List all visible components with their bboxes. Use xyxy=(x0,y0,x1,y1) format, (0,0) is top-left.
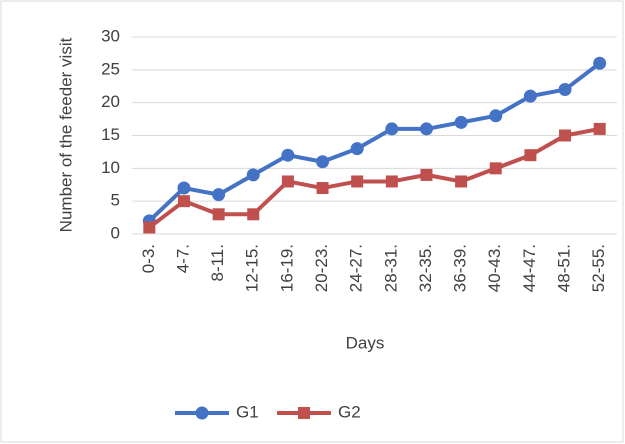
y-tick-label: 20 xyxy=(101,92,120,111)
x-tick-label: 12-15. xyxy=(243,244,262,292)
data-point xyxy=(420,168,433,181)
x-axis-label: Days xyxy=(346,333,385,352)
x-tick-label: 8-11. xyxy=(208,244,227,282)
x-tick-label: 52-55. xyxy=(589,244,608,292)
y-tick-label: 15 xyxy=(101,125,120,144)
x-tick-label: 36-39. xyxy=(451,244,470,292)
data-point xyxy=(454,115,468,129)
data-point xyxy=(281,148,295,162)
data-point xyxy=(212,208,225,221)
data-point xyxy=(455,175,468,188)
x-tick-label: 28-31. xyxy=(381,244,400,292)
x-tick-label: 48-51. xyxy=(555,244,574,292)
data-point xyxy=(593,122,606,135)
data-point xyxy=(177,181,191,195)
x-tick-label: 0-3. xyxy=(139,244,158,273)
y-axis-label: Number of the feeder visit xyxy=(56,37,75,232)
data-point xyxy=(351,175,364,188)
data-point xyxy=(385,175,398,188)
data-point xyxy=(246,168,260,182)
y-tick-label: 0 xyxy=(111,223,120,242)
data-point xyxy=(489,109,503,123)
y-tick-label: 5 xyxy=(111,191,120,210)
data-point xyxy=(316,182,329,195)
x-tick-label: 16-19. xyxy=(277,244,296,292)
data-point xyxy=(143,221,156,234)
y-tick-label: 30 xyxy=(101,26,120,45)
data-point xyxy=(559,129,572,142)
legend-label: G1 xyxy=(236,402,259,421)
data-point xyxy=(316,155,330,169)
data-point xyxy=(523,89,537,103)
data-point xyxy=(558,83,572,97)
legend-marker xyxy=(195,406,209,420)
x-tick-label: 24-27. xyxy=(347,244,366,292)
x-tick-label: 44-47. xyxy=(520,244,539,292)
x-tick-label: 20-23. xyxy=(312,244,331,292)
data-point xyxy=(385,122,399,136)
y-tick-label: 25 xyxy=(101,59,120,78)
data-point xyxy=(247,208,260,221)
data-point xyxy=(350,142,364,156)
data-point xyxy=(177,195,190,208)
series-line xyxy=(147,61,601,223)
x-tick-label: 4-7. xyxy=(173,244,192,273)
y-tick-label: 10 xyxy=(101,158,120,177)
data-point xyxy=(281,175,294,188)
data-point xyxy=(489,162,502,175)
legend-label: G2 xyxy=(338,402,361,421)
legend-marker xyxy=(298,407,310,419)
data-point xyxy=(524,149,537,162)
data-point xyxy=(212,188,226,202)
data-point xyxy=(593,56,607,70)
data-point xyxy=(419,122,433,136)
x-tick-label: 32-35. xyxy=(416,244,435,292)
x-tick-label: 40-43. xyxy=(485,244,504,292)
